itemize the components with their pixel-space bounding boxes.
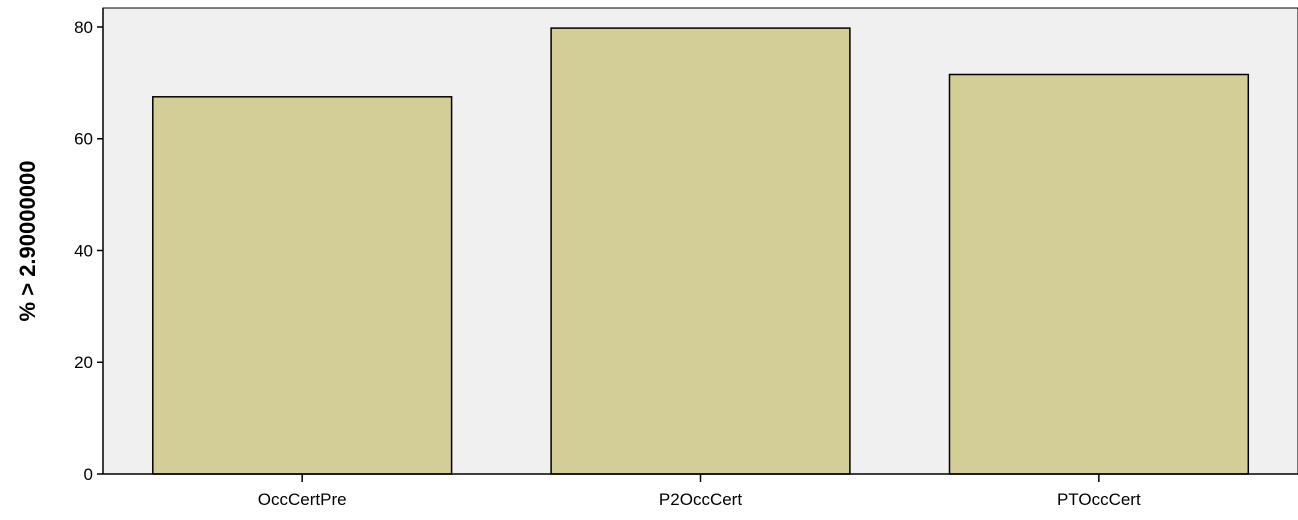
y-tick-label: 20	[74, 353, 93, 372]
x-tick-label: P2OccCert	[659, 490, 742, 509]
bars-group	[152, 27, 1250, 475]
y-axis-title: % > 2.90000000	[15, 161, 40, 322]
y-tick-label: 60	[74, 130, 93, 149]
axes-group: 0 20 40 60 80 OccCertPre P2OccCert PTOccCert	[74, 8, 1298, 509]
y-tick-label: 0	[84, 465, 93, 484]
labels-group: % > 2.90000000	[15, 161, 40, 322]
bar-PTOccCert	[948, 73, 1250, 475]
bar-P2OccCert	[550, 27, 851, 475]
y-tick-label: 80	[74, 18, 93, 37]
x-tick-label: PTOccCert	[1057, 490, 1141, 509]
y-tick-label: 40	[74, 241, 93, 260]
bar-OccCertPre	[152, 96, 453, 475]
x-tick-label: OccCertPre	[258, 490, 347, 509]
